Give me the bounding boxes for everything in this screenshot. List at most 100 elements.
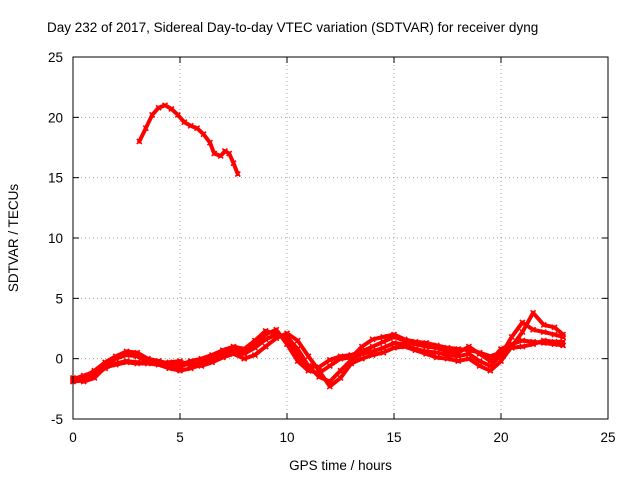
y-tick-label: 5 (55, 291, 63, 306)
data-point (380, 338, 387, 345)
data-point (155, 104, 162, 111)
data-point (262, 331, 269, 338)
data-point (508, 333, 515, 341)
data-point (559, 338, 567, 345)
data-point (540, 337, 547, 344)
data-point (155, 360, 162, 367)
data-point (251, 341, 258, 348)
data-point (369, 336, 376, 343)
data-point (401, 336, 408, 343)
data-point (540, 329, 547, 336)
data-point (234, 170, 241, 178)
x-axis-label: GPS time / hours (289, 458, 392, 473)
y-tick-label: 0 (55, 352, 63, 367)
data-point (476, 362, 483, 369)
data-point (102, 361, 109, 368)
data-point (136, 138, 143, 145)
data-point (412, 338, 419, 345)
data-point (476, 349, 483, 356)
y-tick-label: 25 (48, 50, 63, 65)
series-upper-track (136, 102, 241, 178)
data-point (112, 355, 119, 362)
data-point (348, 360, 355, 367)
data-point (465, 355, 472, 362)
data-point (198, 359, 205, 366)
data-point (487, 353, 494, 360)
data-point (209, 355, 216, 362)
data-point (369, 351, 376, 359)
x-tick-label: 15 (386, 430, 401, 445)
data-point (530, 309, 537, 316)
data-point (455, 345, 462, 353)
data-point (161, 102, 169, 109)
data-point (540, 321, 547, 328)
data-point (200, 131, 207, 138)
x-tick-label: 5 (176, 430, 184, 445)
chart-title: Day 232 of 2017, Sidereal Day-to-day VTE… (47, 20, 538, 35)
data-point (176, 364, 184, 371)
data-point (283, 330, 291, 337)
axis-ticks (72, 56, 609, 420)
x-tick-label: 10 (279, 430, 294, 445)
data-point (273, 335, 280, 342)
data-point (273, 326, 280, 333)
data-point (337, 374, 344, 382)
data-point (497, 349, 505, 356)
data-point (134, 353, 141, 360)
x-tick-label: 0 (69, 430, 77, 445)
data-point (194, 125, 201, 132)
y-axis-label: SDTVAR / TECUs (6, 184, 21, 293)
data-point (230, 350, 237, 357)
data-point (337, 355, 344, 362)
data-point (187, 362, 194, 369)
data-point (316, 370, 323, 377)
data-point (174, 111, 181, 118)
data-point (123, 359, 130, 366)
data-point (551, 331, 558, 338)
data-point (168, 105, 175, 112)
data-point (412, 347, 419, 354)
data-series-layer (69, 102, 567, 390)
data-point (423, 350, 430, 357)
data-point (176, 358, 184, 365)
data-point (358, 350, 365, 357)
data-point (348, 354, 355, 361)
data-point (401, 343, 408, 350)
data-point (283, 341, 291, 348)
data-point (149, 111, 156, 118)
data-point (134, 360, 141, 367)
data-point (262, 343, 269, 350)
data-point (230, 160, 237, 167)
y-tick-label: 15 (48, 171, 63, 186)
data-point (211, 150, 218, 157)
data-point (530, 326, 537, 333)
data-point (326, 383, 333, 390)
tick-labels: 0 5 10 15 20 25 -5 0 5 10 15 20 25 (48, 50, 616, 445)
data-point (241, 349, 248, 356)
data-point (123, 351, 130, 359)
data-point (487, 367, 494, 374)
data-point (91, 374, 98, 382)
data-point (241, 355, 248, 362)
data-point (519, 329, 526, 336)
data-point (217, 152, 224, 160)
data-point (455, 353, 462, 360)
data-point (91, 368, 98, 376)
data-point (305, 353, 312, 360)
y-tick-label: 20 (48, 110, 63, 125)
data-point (221, 148, 229, 155)
data-point (444, 355, 451, 362)
data-point (444, 344, 451, 351)
data-point (433, 354, 440, 361)
data-point (380, 349, 387, 356)
data-point (326, 362, 333, 369)
data-point (559, 331, 567, 338)
data-point (142, 125, 149, 132)
data-point (455, 358, 462, 365)
data-point (181, 119, 188, 126)
data-point (294, 337, 301, 344)
data-point (497, 358, 505, 365)
data-point (326, 356, 333, 363)
data-point (219, 349, 226, 356)
